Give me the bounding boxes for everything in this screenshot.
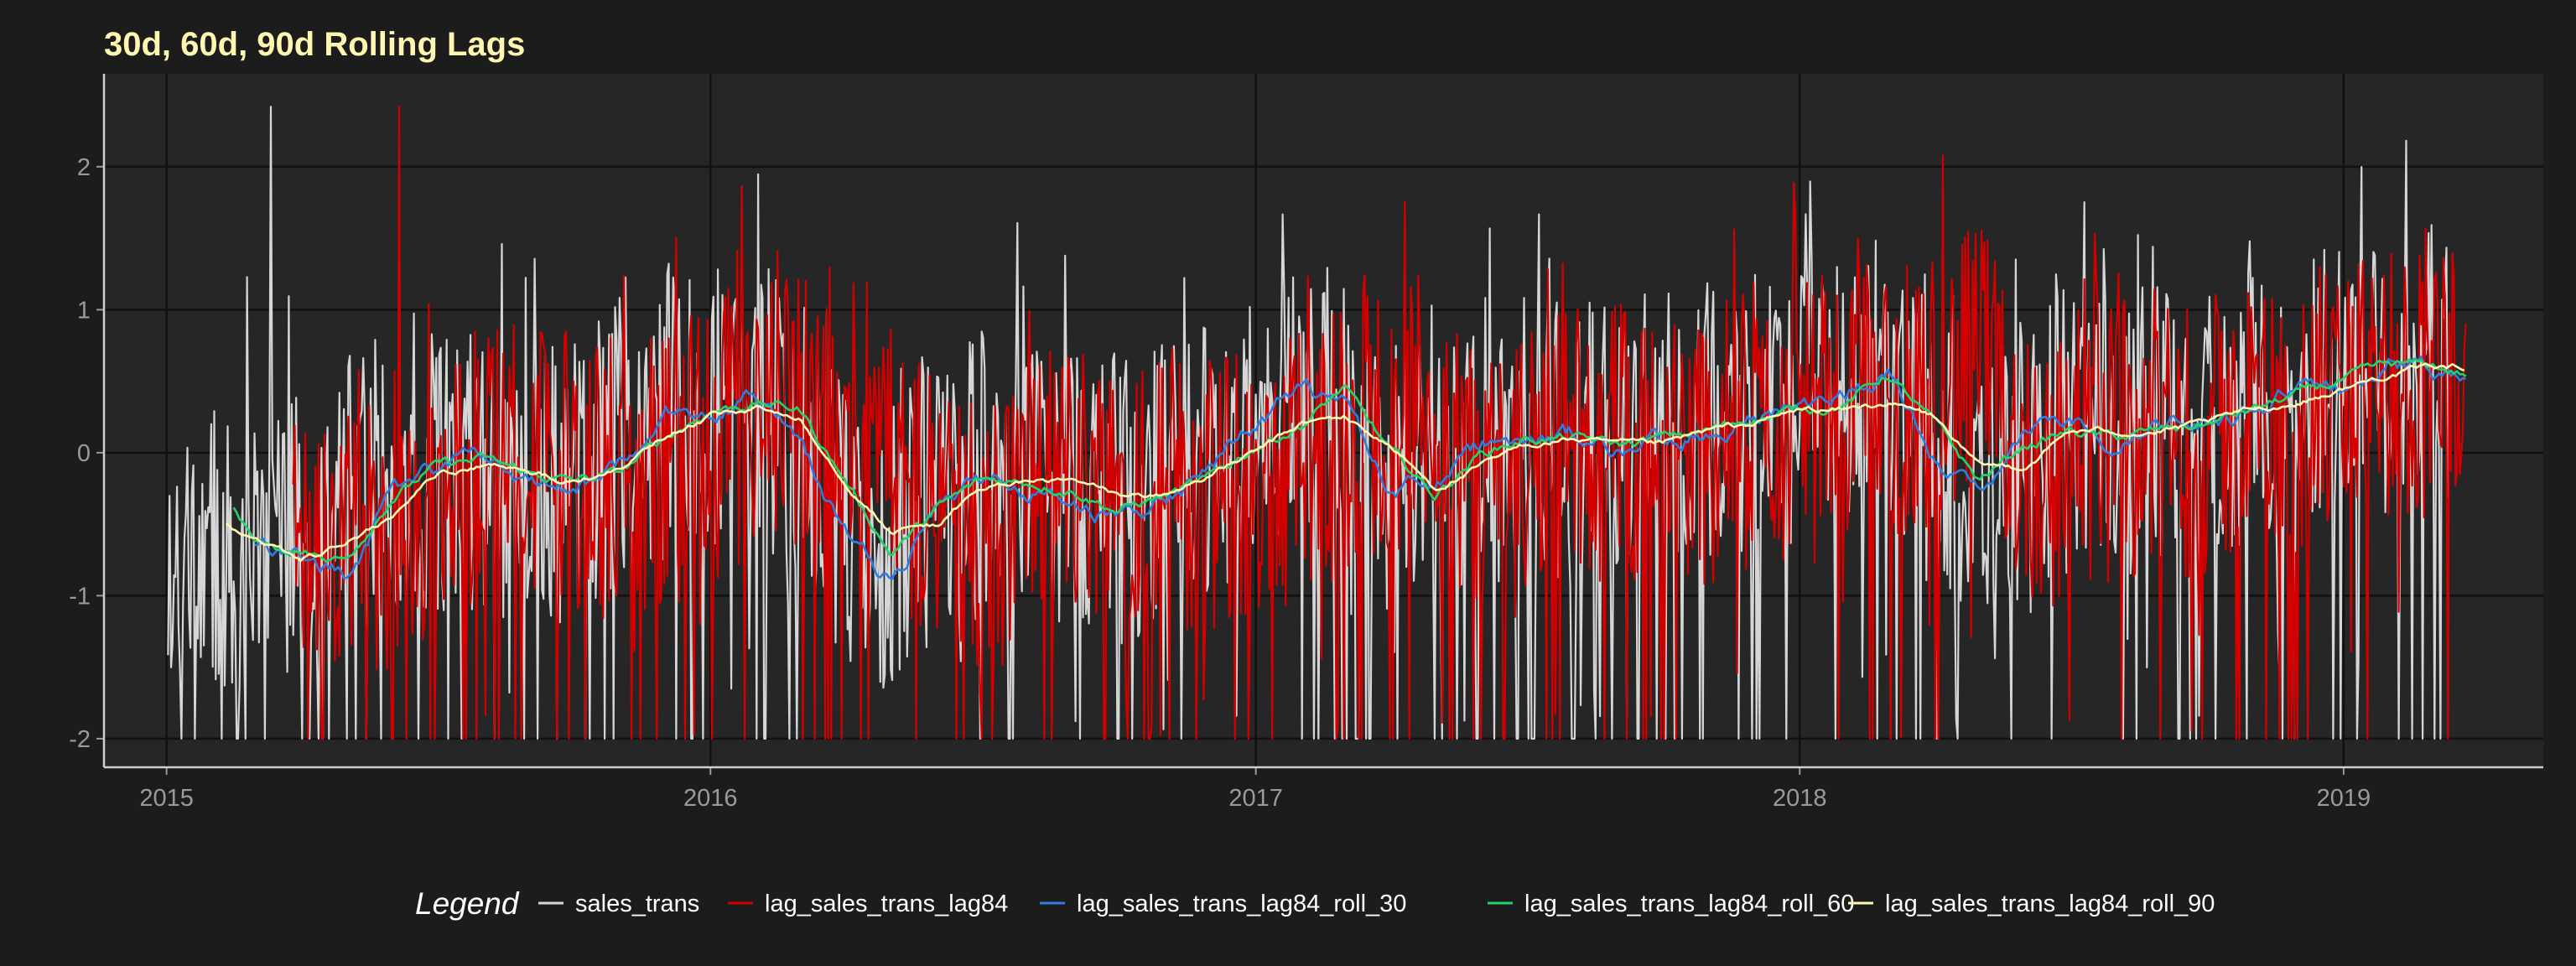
y-tick-label: -2 (69, 726, 91, 753)
x-tick-label: 2015 (139, 785, 194, 812)
legend-label-lag-sales-trans-lag84: lag_sales_trans_lag84 (765, 891, 1008, 917)
y-axis-ticks: 2 1 0 -1 -2 (69, 154, 104, 753)
x-tick-label: 2016 (683, 785, 738, 812)
y-tick-label: 1 (77, 297, 91, 324)
chart-title: 30d, 60d, 90d Rolling Lags (104, 26, 525, 63)
y-tick-label: 2 (77, 154, 91, 181)
series-line-lag-sales-trans-lag84 (292, 106, 2467, 740)
series-line-lag-sales-trans-lag84-roll-30 (254, 356, 2466, 580)
x-axis-ticks: 2015 2016 2017 2018 2019 (139, 767, 2371, 812)
legend-label-lag-sales-trans-lag84-roll-60: lag_sales_trans_lag84_roll_60 (1524, 891, 1854, 917)
legend-label-sales-trans: sales_trans (575, 891, 699, 917)
legend-label-lag-sales-trans-lag84-roll-90: lag_sales_trans_lag84_roll_90 (1885, 891, 2215, 917)
series-line-lag-sales-trans-lag84-roll-90 (225, 362, 2465, 563)
x-tick-label: 2018 (1773, 785, 1827, 812)
legend-title: Legend (415, 886, 520, 921)
y-tick-label: 0 (77, 440, 91, 467)
series-layer (167, 106, 2467, 740)
legend: Legend sales_trans lag_sales_trans_lag84 l… (415, 886, 2215, 921)
x-tick-label: 2017 (1228, 785, 1283, 812)
y-tick-label: -1 (69, 583, 91, 610)
x-tick-label: 2019 (2317, 785, 2371, 812)
legend-label-lag-sales-trans-lag84-roll-30: lag_sales_trans_lag84_roll_30 (1077, 891, 1406, 917)
